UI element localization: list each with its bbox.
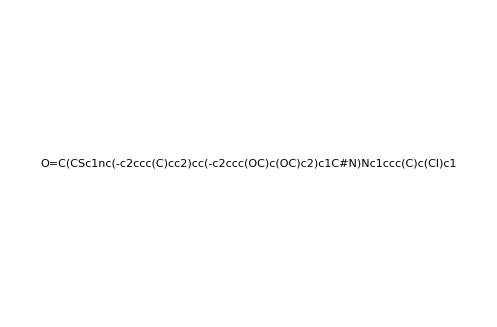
- Text: O=C(CSc1nc(-c2ccc(C)cc2)cc(-c2ccc(OC)c(OC)c2)c1C#N)Nc1ccc(C)c(Cl)c1: O=C(CSc1nc(-c2ccc(C)cc2)cc(-c2ccc(OC)c(O…: [40, 159, 457, 168]
